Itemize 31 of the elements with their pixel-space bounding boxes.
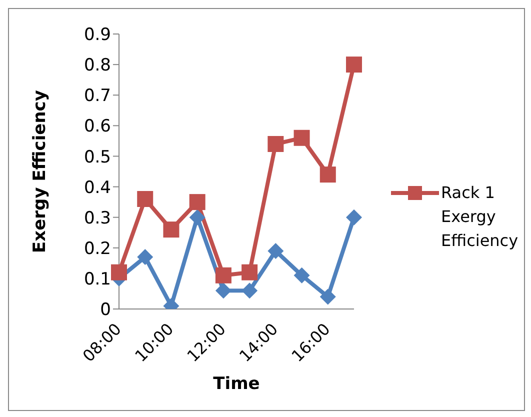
- point: [242, 282, 258, 299]
- legend-label: Rack 1 Exergy Efficiency: [441, 182, 520, 252]
- point: [189, 194, 206, 210]
- point: [215, 282, 232, 299]
- point: [294, 130, 310, 146]
- y-tick-label: 0.6: [84, 116, 111, 137]
- y-tick-label: 0.4: [84, 178, 111, 198]
- y-tick-label: 0.8: [84, 56, 111, 76]
- point: [320, 166, 336, 183]
- y-tick-label: 0.3: [84, 208, 111, 228]
- y-tick-label: 0.5: [84, 147, 111, 168]
- y-tick-label: 0: [100, 300, 111, 320]
- point: [346, 209, 362, 226]
- point: [137, 191, 154, 207]
- point: [294, 267, 310, 284]
- y-axis-title: Exergy Efficiency: [30, 90, 50, 253]
- point: [163, 222, 180, 238]
- y-tick-label: 0.2: [84, 238, 111, 259]
- y-tick-label: 0.9: [84, 25, 111, 46]
- point: [268, 136, 284, 152]
- y-tick-label: 0.1: [84, 269, 111, 290]
- x-axis-title: Time: [213, 374, 260, 394]
- point: [111, 264, 127, 280]
- point: [346, 56, 362, 73]
- point: [268, 242, 284, 259]
- point: [242, 264, 258, 280]
- y-tick-label: 0.7: [84, 86, 111, 106]
- point: [189, 209, 206, 226]
- point: [320, 288, 336, 305]
- point: [137, 249, 154, 266]
- point: [215, 267, 232, 284]
